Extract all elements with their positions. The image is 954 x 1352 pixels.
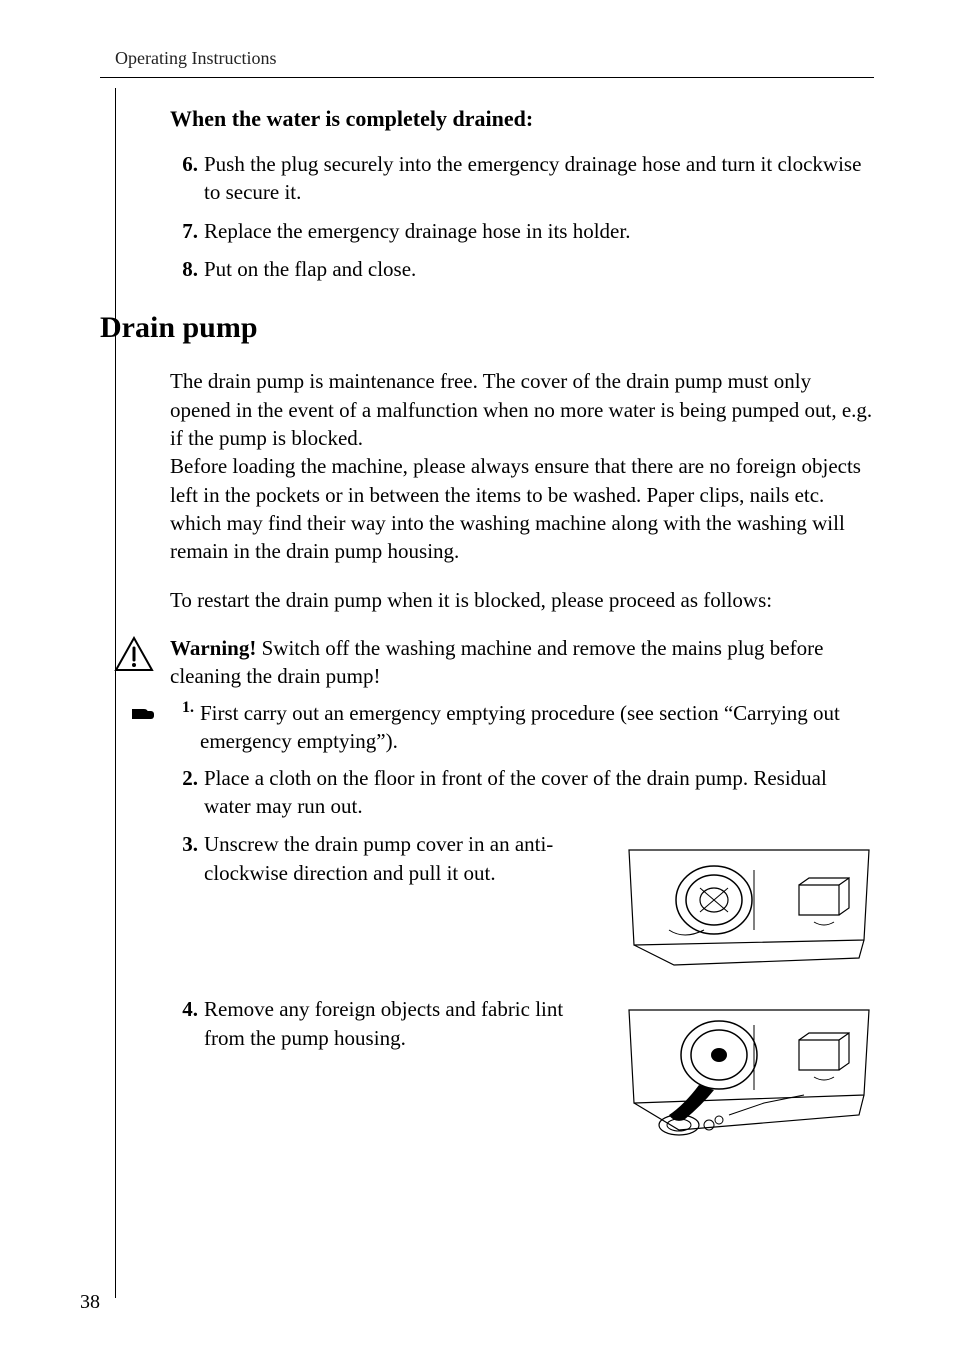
step3-row: 3. Unscrew the drain pump cover in an an…	[170, 830, 874, 975]
step1-row: 1. First carry out an emergency emptying…	[170, 699, 874, 756]
step-number: 4.	[170, 995, 198, 1023]
horizontal-rule	[100, 77, 874, 78]
step-text: Push the plug securely into the emergenc…	[204, 150, 874, 207]
warning-row: Warning! Switch off the washing machine …	[170, 634, 874, 691]
step-number: 3.	[170, 830, 198, 858]
page-number: 38	[80, 1291, 100, 1314]
step4-row: 4. Remove any foreign objects and fabric…	[170, 995, 874, 1150]
step-number: 8.	[170, 255, 198, 283]
section2-heading: Drain pump	[100, 311, 874, 345]
list-item: 8. Put on the flap and close.	[170, 255, 874, 283]
warning-label: Warning!	[170, 636, 256, 660]
figure-1	[624, 830, 874, 975]
step-number: 7.	[170, 217, 198, 245]
step-text: Put on the flap and close.	[204, 255, 874, 283]
content-block: When the water is completely drained: 6.…	[100, 106, 874, 283]
drain-pump-clean-icon	[624, 995, 874, 1145]
step-number: 6.	[170, 150, 198, 178]
para-text: The drain pump is maintenance free. The …	[170, 369, 872, 450]
step-text: First carry out an emergency emptying pr…	[200, 699, 874, 756]
list-item: 7. Replace the emergency drainage hose i…	[170, 217, 874, 245]
warning-triangle-icon	[114, 636, 156, 677]
pointing-hand-icon	[114, 701, 156, 730]
step-number: 1.	[170, 699, 194, 717]
vertical-rule	[115, 88, 116, 1298]
list-item: 6. Push the plug securely into the emerg…	[170, 150, 874, 207]
warning-text: Warning! Switch off the washing machine …	[170, 634, 874, 691]
section1-subhead: When the water is completely drained:	[170, 106, 874, 132]
page-container: Operating Instructions When the water is…	[0, 0, 954, 1352]
drain-pump-unscrew-icon	[624, 830, 874, 970]
list-item: 3. Unscrew the drain pump cover in an an…	[170, 830, 604, 887]
paragraph: The drain pump is maintenance free. The …	[170, 367, 874, 565]
list-item: 4. Remove any foreign objects and fabric…	[170, 995, 604, 1052]
para-text: Before loading the machine, please alway…	[170, 454, 861, 563]
step-text: Unscrew the drain pump cover in an anti-…	[204, 830, 604, 887]
step-text: Remove any foreign objects and fabric li…	[204, 995, 604, 1052]
content-block: The drain pump is maintenance free. The …	[100, 367, 874, 1150]
figure-2	[624, 995, 874, 1150]
step-text: Replace the emergency drainage hose in i…	[204, 217, 874, 245]
step-text: Place a cloth on the floor in front of t…	[204, 764, 874, 821]
running-header: Operating Instructions	[100, 48, 874, 69]
list-item: 2. Place a cloth on the floor in front o…	[170, 764, 874, 821]
paragraph: To restart the drain pump when it is blo…	[170, 586, 874, 614]
step-number: 2.	[170, 764, 198, 792]
warning-body: Switch off the washing machine and remov…	[170, 636, 823, 688]
